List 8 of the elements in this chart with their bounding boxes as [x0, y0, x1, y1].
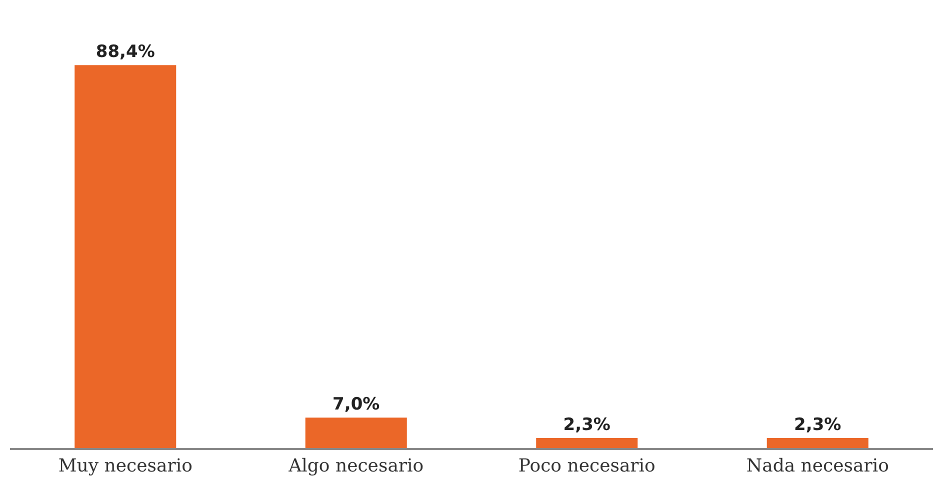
- data-label: 88,4%: [96, 42, 155, 62]
- data-label: 2,3%: [563, 415, 610, 436]
- x-tick-label: Poco necesario: [518, 456, 656, 477]
- data-label: 7,0%: [332, 394, 380, 415]
- data-label: 2,3%: [794, 415, 842, 436]
- x-tick-label: Algo necesario: [288, 456, 424, 477]
- x-tick-label: Muy necesario: [58, 456, 192, 477]
- x-tick-label: Nada necesario: [746, 456, 889, 477]
